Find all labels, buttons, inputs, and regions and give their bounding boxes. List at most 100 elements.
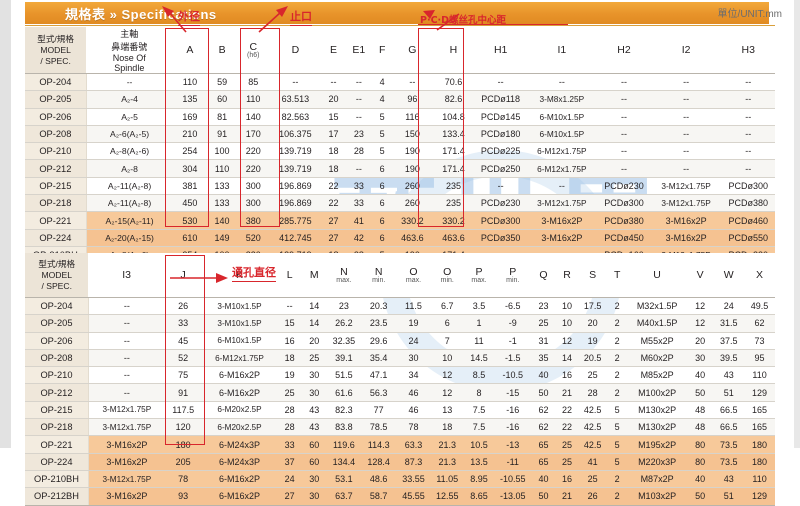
header-col-label: L: [286, 269, 293, 281]
cell-r: 21: [555, 383, 579, 402]
header-col-label: P: [509, 265, 517, 278]
cell-w: 37.5: [713, 332, 745, 350]
cell-j: 52: [164, 349, 202, 368]
cell-e: 20: [320, 90, 347, 109]
cell-e1: --: [346, 108, 372, 126]
cell-w: 66.5: [713, 401, 745, 420]
cell-i3: 3-M12x1.75P: [88, 401, 165, 420]
table-row: OP-218 3-M12x1.75P 120 6-M20x2.5P 28 43 83.8 78…: [25, 418, 775, 437]
cell-u: M195x2P: [627, 435, 687, 454]
cell-i1: 3-M16x2P: [526, 211, 598, 230]
cell-p-max: 3.5: [463, 297, 495, 316]
cell-j: 180: [164, 435, 202, 454]
cell-p-max: 7.5: [463, 401, 495, 420]
cell-j: 26: [164, 297, 202, 316]
cell-r: 16: [555, 470, 579, 489]
table-top-header: 型式/規格 MODEL / SPEC. 主軸 鼻端番號 Nose Of Spin…: [25, 27, 775, 74]
header-col-i1: I1: [526, 27, 598, 74]
cell-p-max: 8: [463, 383, 495, 402]
cell-o-min: 7: [430, 332, 464, 350]
cell-h: 330.2: [431, 211, 475, 230]
cell-t: 2: [606, 366, 628, 385]
cell-w: 31.5: [713, 314, 745, 333]
cell-b: 140: [207, 211, 237, 230]
table-row: OP-208 -- 52 6-M12x1.75P 18 25 39.1 35.4 30 10 14.…: [25, 349, 775, 368]
cell-h1: --: [474, 73, 527, 92]
cell-m: 14: [301, 314, 327, 333]
cell-f: 4: [371, 73, 393, 92]
header-col-label: O: [443, 265, 452, 278]
cell-n-min: 78.5: [361, 418, 397, 437]
cell-i1: 6-M10x1.5P: [526, 125, 598, 144]
cell-model: OP-206: [25, 108, 87, 126]
cell-v: 30: [686, 349, 714, 368]
cell-x: 110: [744, 470, 775, 489]
cell-b: 100: [207, 142, 237, 161]
cell-n-max: 82.3: [326, 401, 362, 420]
cell-g: 463.6: [392, 229, 432, 247]
cell-h2: --: [597, 125, 651, 144]
title-cn: 規格表: [65, 6, 106, 22]
cell-g: 150: [392, 125, 432, 144]
cell-b: 133: [207, 194, 237, 213]
cell-s: 42.5: [578, 401, 607, 420]
cell-k: 6-M16x2P: [201, 366, 278, 385]
cell-n-min: 47.1: [361, 366, 397, 385]
cell-k: 6-M24x3P: [201, 435, 278, 454]
cell-i2: --: [650, 73, 722, 92]
cell-p-min: -10.55: [494, 470, 532, 489]
cell-t: 5: [606, 435, 628, 454]
header-col-c-label: C: [249, 40, 258, 53]
cell-nose-of-spindle: --: [86, 73, 173, 92]
cell-w: 73.5: [713, 435, 745, 454]
cell-i2: --: [650, 142, 722, 161]
cell-m: 60: [301, 453, 327, 471]
cell-p-min: -13.05: [494, 487, 532, 506]
cell-i2: --: [650, 108, 722, 126]
cell-n-max: 134.4: [326, 453, 362, 471]
cell-q: 62: [531, 401, 556, 420]
cell-q: 65: [531, 435, 556, 454]
table-row: OP-212BH 3-M16x2P 93 6-M16x2P 27 30 63.7 58.7 45…: [25, 487, 775, 506]
title-en: Specifications: [121, 6, 217, 22]
cell-e: 18: [320, 142, 347, 161]
cell-x: 165: [744, 418, 775, 437]
cell-h2: --: [597, 90, 651, 109]
table-row: OP-218 A₂-11(A₂-8) 450 133 300 196.869 22 33 6 26…: [25, 194, 775, 213]
table-row: OP-215 3-M12x1.75P 117.5 6-M20x2.5P 28 43 82.3…: [25, 401, 775, 420]
cell-nose-of-spindle: A₂-5: [86, 108, 173, 126]
cell-t: 5: [606, 453, 628, 471]
table-top-body: OP-204 -- 110 59 85 -- -- -- 4 -- 70.6 -- -- -- -- -- OP…: [25, 73, 775, 282]
header-col-f: F: [371, 27, 393, 74]
cell-model: OP-215: [25, 401, 89, 420]
cell-p-min: -1.5: [494, 349, 532, 368]
cell-w: 39.5: [713, 349, 745, 368]
cell-k: 6-M10x1.5P: [201, 332, 278, 350]
cell-s: 28: [578, 383, 607, 402]
cell-n-max: 23: [326, 297, 362, 316]
cell-h: 171.4: [431, 159, 475, 178]
cell-e1: --: [346, 73, 372, 92]
cell-e1: --: [346, 90, 372, 109]
cell-e1: --: [346, 159, 372, 178]
cell-a: 254: [172, 142, 208, 161]
cell-e: 18: [320, 159, 347, 178]
cell-l: --: [277, 297, 302, 316]
cell-h3: PCDø460: [721, 211, 775, 230]
cell-u: M55x2P: [627, 332, 687, 350]
cell-k: 3-M10x1.5P: [201, 297, 278, 316]
cell-m: 30: [301, 470, 327, 489]
cell-n-min: 128.4: [361, 453, 397, 471]
cell-b: 133: [207, 177, 237, 196]
cell-s: 42.5: [578, 435, 607, 454]
cell-m: 43: [301, 418, 327, 437]
cell-i1: --: [526, 177, 598, 196]
cell-h3: PCDø300: [721, 177, 775, 196]
cell-a: 304: [172, 159, 208, 178]
cell-e: 22: [320, 177, 347, 196]
cell-a: 530: [172, 211, 208, 230]
cell-l: 19: [277, 366, 302, 385]
